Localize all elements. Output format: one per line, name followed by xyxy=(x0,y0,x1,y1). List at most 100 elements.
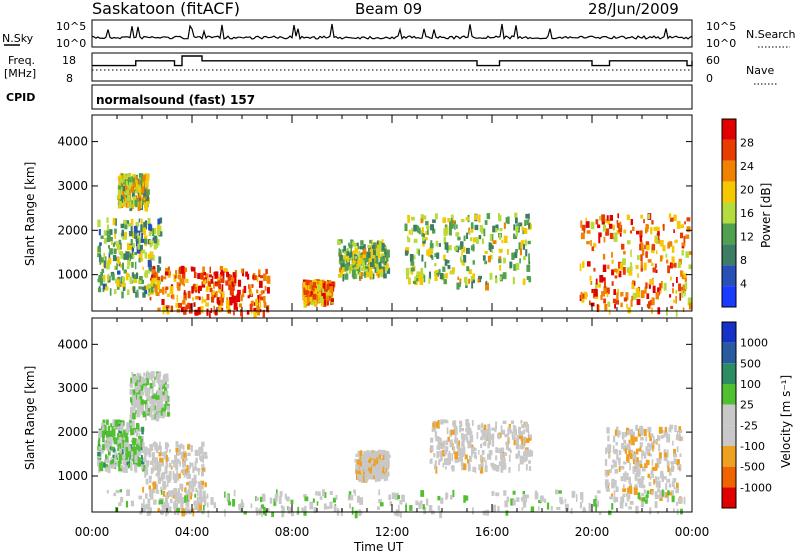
heatmap-cell xyxy=(233,489,236,497)
heatmap-cell xyxy=(153,244,157,250)
heatmap-cell xyxy=(518,242,521,250)
heatmap-cell xyxy=(151,414,155,421)
heatmap-cell xyxy=(408,277,411,285)
heatmap-cell xyxy=(494,428,497,433)
heatmap-cell xyxy=(140,391,145,396)
heatmap-cell xyxy=(322,293,326,299)
heatmap-cell xyxy=(366,452,369,457)
heatmap-cell xyxy=(684,282,688,289)
heatmap-cell xyxy=(365,472,369,481)
heatmap-cell xyxy=(461,463,465,471)
heatmap-cell xyxy=(130,425,132,432)
heatmap-cell xyxy=(628,452,633,459)
heatmap-cell xyxy=(125,428,130,434)
heatmap-cell xyxy=(354,256,357,260)
heatmap-cell xyxy=(115,278,117,284)
heatmap-cell xyxy=(680,270,683,277)
heatmap-cell xyxy=(131,393,134,400)
heatmap-cell xyxy=(650,433,654,438)
heatmap-cell xyxy=(635,424,638,431)
heatmap-cell xyxy=(128,463,130,469)
heatmap-cell xyxy=(670,306,674,309)
heatmap-cell xyxy=(346,251,350,256)
heatmap-cell xyxy=(410,261,415,266)
heatmap-cell xyxy=(157,376,160,383)
heatmap-cell xyxy=(201,471,204,477)
heatmap-cell xyxy=(647,459,650,466)
heatmap-cell xyxy=(404,249,409,256)
heatmap-cell xyxy=(123,198,128,203)
heatmap-cell xyxy=(101,430,106,438)
heatmap-cell xyxy=(138,428,141,433)
heatmap-cell xyxy=(640,243,644,251)
heatmap-cell xyxy=(582,261,585,268)
heatmap-cell xyxy=(213,281,215,289)
heatmap-cell xyxy=(632,453,637,462)
heatmap-cell xyxy=(146,378,150,385)
heatmap-cell xyxy=(194,493,197,498)
heatmap-cell xyxy=(151,277,156,284)
heatmap-cell xyxy=(136,289,139,298)
heatmap-cell xyxy=(525,497,528,503)
heatmap-cell xyxy=(367,244,371,249)
heatmap-cell xyxy=(469,230,471,235)
heatmap-cell xyxy=(610,464,614,469)
heatmap-cell xyxy=(183,267,188,272)
heatmap-cell xyxy=(188,303,193,309)
heatmap-cell xyxy=(228,280,232,288)
y-tick-label: 1000 xyxy=(57,469,88,483)
heatmap-cell xyxy=(673,485,675,490)
heatmap-cell xyxy=(663,457,668,461)
heatmap-cell xyxy=(534,492,539,500)
heatmap-cell xyxy=(385,471,390,477)
heatmap-cell xyxy=(158,256,162,264)
heatmap-cell xyxy=(437,505,440,511)
heatmap-cell xyxy=(213,502,217,509)
heatmap-cell xyxy=(151,269,155,274)
heatmap-cell xyxy=(435,270,439,274)
heatmap-cell xyxy=(633,487,638,495)
heatmap-cell xyxy=(114,420,119,427)
heatmap-cell xyxy=(469,434,474,443)
heatmap-cell xyxy=(208,274,212,278)
heatmap-cell xyxy=(432,228,436,234)
heatmap-cell xyxy=(384,261,387,265)
heatmap-cell xyxy=(250,300,254,307)
heatmap-cell xyxy=(203,272,207,276)
heatmap-cell xyxy=(385,474,389,481)
heatmap-cell xyxy=(364,274,366,279)
heatmap-cell xyxy=(509,429,513,434)
heatmap-cell xyxy=(683,496,686,505)
heatmap-cell xyxy=(102,426,105,431)
heatmap-cell xyxy=(583,291,587,300)
heatmap-cell xyxy=(436,252,440,259)
heatmap-cell xyxy=(149,460,154,465)
heatmap-cell xyxy=(640,254,643,261)
heatmap-cell xyxy=(525,239,527,246)
heatmap-cell xyxy=(634,468,638,472)
heatmap-cell xyxy=(457,236,461,241)
heatmap-cell xyxy=(683,235,686,243)
heatmap-cell xyxy=(372,242,377,247)
heatmap-cell xyxy=(463,255,467,263)
heatmap-cell xyxy=(199,501,202,506)
heatmap-cell xyxy=(148,498,151,504)
heatmap-cell xyxy=(630,219,633,225)
heatmap-cell xyxy=(677,465,680,470)
heatmap-cell xyxy=(362,254,366,258)
heatmap-cell xyxy=(507,249,509,255)
heatmap-cell xyxy=(152,393,156,399)
heatmap-cell xyxy=(133,443,135,450)
heatmap-cell xyxy=(97,451,101,457)
heatmap-cell xyxy=(155,239,160,246)
heatmap-cell xyxy=(106,419,109,425)
heatmap-cell xyxy=(645,243,650,251)
heatmap-cell xyxy=(155,449,159,453)
heatmap-cell xyxy=(125,447,129,453)
heatmap-cell xyxy=(189,496,192,500)
heatmap-cell xyxy=(141,405,144,409)
heatmap-cell xyxy=(135,180,138,186)
heatmap-cell xyxy=(125,202,128,206)
heatmap-cell xyxy=(602,277,606,282)
